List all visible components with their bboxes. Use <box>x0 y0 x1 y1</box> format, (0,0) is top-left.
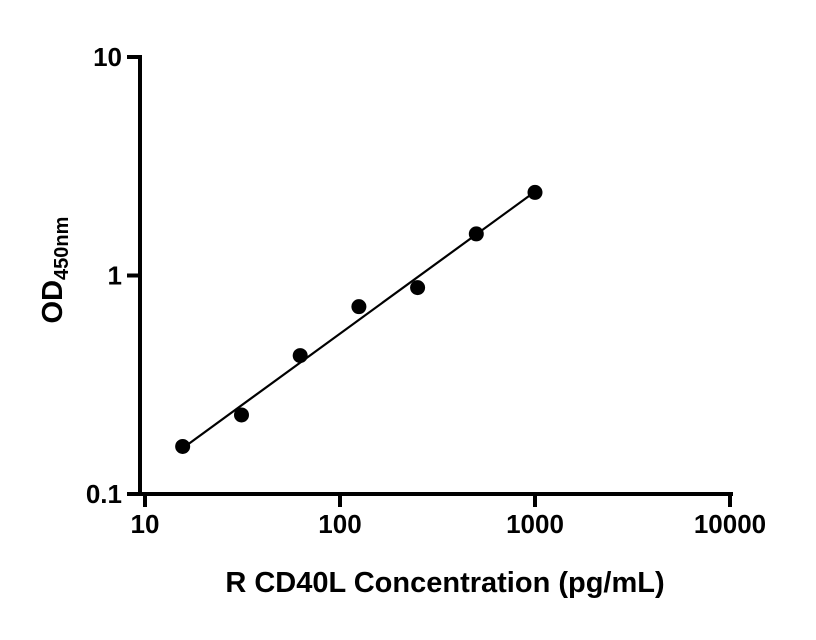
y-tick-label: 10 <box>93 42 122 72</box>
data-point <box>410 280 426 296</box>
x-tick-label: 10 <box>131 509 160 539</box>
data-point <box>468 226 484 242</box>
y-axis-label-subscript: 450nm <box>51 217 73 280</box>
x-tick-label: 100 <box>318 509 361 539</box>
axis-tick-labels: 10 100 1000 10000 0.1 1 10 <box>86 42 766 539</box>
y-tick-label: 0.1 <box>86 479 122 509</box>
data-point <box>292 348 308 364</box>
data-point <box>527 184 543 200</box>
data-point <box>175 438 191 454</box>
plot-geometry <box>127 55 733 507</box>
y-axis-label: OD450nm <box>37 217 73 324</box>
data-point <box>233 407 249 423</box>
y-axis-label-main: OD <box>37 280 69 324</box>
x-tick-label: 10000 <box>694 509 766 539</box>
x-axis-label: R CD40L Concentration (pg/mL) <box>225 567 664 599</box>
y-tick-label: 1 <box>108 261 122 291</box>
x-tick-label: 1000 <box>506 509 564 539</box>
data-point <box>351 299 367 315</box>
